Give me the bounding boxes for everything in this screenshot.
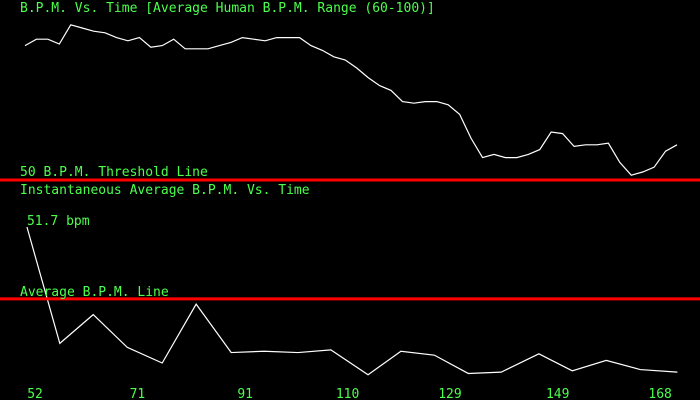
reference-label: 50 B.P.M. Threshold Line	[20, 165, 208, 180]
x-tick-label: 110	[336, 387, 359, 400]
x-tick-label: 168	[648, 387, 671, 400]
bpm-line	[26, 226, 678, 376]
bpm-line	[24, 24, 678, 176]
x-tick-label: 71	[130, 387, 146, 400]
bottom-chart-title: Instantaneous Average B.P.M. Vs. Time	[20, 183, 310, 198]
x-tick-label: 52	[27, 387, 43, 400]
reference-label: Average B.P.M. Line	[20, 285, 169, 300]
x-tick-label: 149	[546, 387, 569, 400]
x-tick-label: 91	[237, 387, 253, 400]
x-tick-label: 129	[438, 387, 461, 400]
value-label: 51.7 bpm	[27, 214, 90, 229]
top-chart-title: B.P.M. Vs. Time [Average Human B.P.M. Ra…	[20, 1, 435, 16]
